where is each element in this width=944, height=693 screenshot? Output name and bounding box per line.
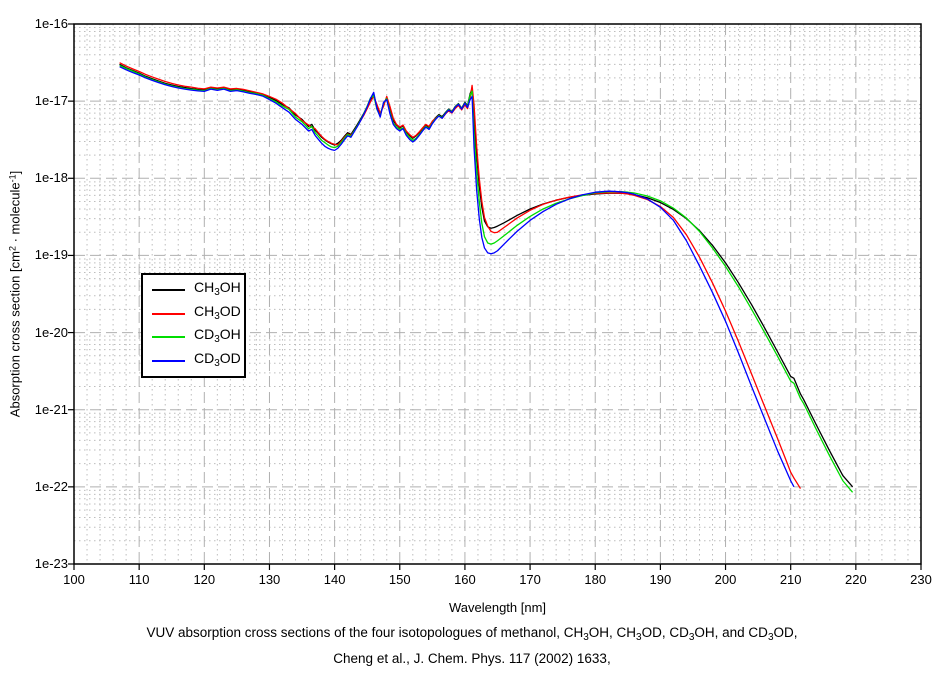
x-tick-label: 220	[844, 572, 867, 587]
x-tick-label: 160	[454, 572, 476, 587]
y-tick-label: 1e-19	[34, 247, 68, 263]
y-tick-label: 1e-23	[34, 556, 68, 571]
x-tick-label: 130	[258, 572, 281, 587]
plot-frame	[73, 23, 922, 565]
y-tick-label: 1e-18	[34, 170, 68, 186]
legend-label: CD3OD	[194, 350, 241, 370]
series-line-cd3od	[119, 66, 795, 488]
legend-item: CH3OD	[152, 303, 244, 325]
x-axis-label: Wavelength [nm]	[448, 600, 547, 615]
legend-line-sample	[152, 312, 185, 315]
x-tick-label: 180	[584, 572, 607, 587]
legend-line-sample	[152, 288, 185, 291]
y-axis-label: Absorption cross section [cm2 · molecule…	[7, 170, 23, 418]
x-tick-label: 100	[63, 572, 85, 587]
legend-item: CD3OD	[152, 350, 244, 372]
y-tick-label: 1e-22	[34, 478, 68, 494]
caption-line-1: VUV absorption cross sections of the fou…	[146, 625, 798, 643]
x-tick-label: 230	[910, 572, 932, 587]
x-tick-label: 120	[193, 572, 216, 587]
y-tick-label: 1e-20	[34, 324, 68, 340]
legend-label: CH3OH	[194, 278, 241, 298]
x-tick-label: 170	[519, 572, 541, 587]
x-tick-label: 110	[128, 572, 150, 587]
legend-line-sample	[152, 360, 185, 363]
legend-item: CH3OH	[152, 279, 244, 301]
legend: CH3OH CH3OD CD3OH CD3OD	[141, 273, 246, 378]
legend-label: CD3OH	[194, 326, 241, 346]
caption-line-2: Cheng et al., J. Chem. Phys. 117 (2002) …	[333, 651, 611, 666]
legend-line-sample	[152, 336, 185, 339]
x-tick-label: 200	[714, 572, 737, 587]
y-tick-label: 1e-21	[34, 401, 68, 417]
x-tick-label: 190	[649, 572, 672, 587]
y-tick-label: 1e-17	[34, 93, 68, 109]
y-tick-label: 1e-16	[34, 16, 68, 31]
x-tick-label: 210	[779, 572, 802, 587]
legend-item: CD3OH	[152, 326, 244, 348]
x-tick-label: 140	[323, 572, 346, 587]
x-tick-label: 150	[388, 572, 411, 587]
legend-label: CH3OD	[194, 302, 241, 322]
